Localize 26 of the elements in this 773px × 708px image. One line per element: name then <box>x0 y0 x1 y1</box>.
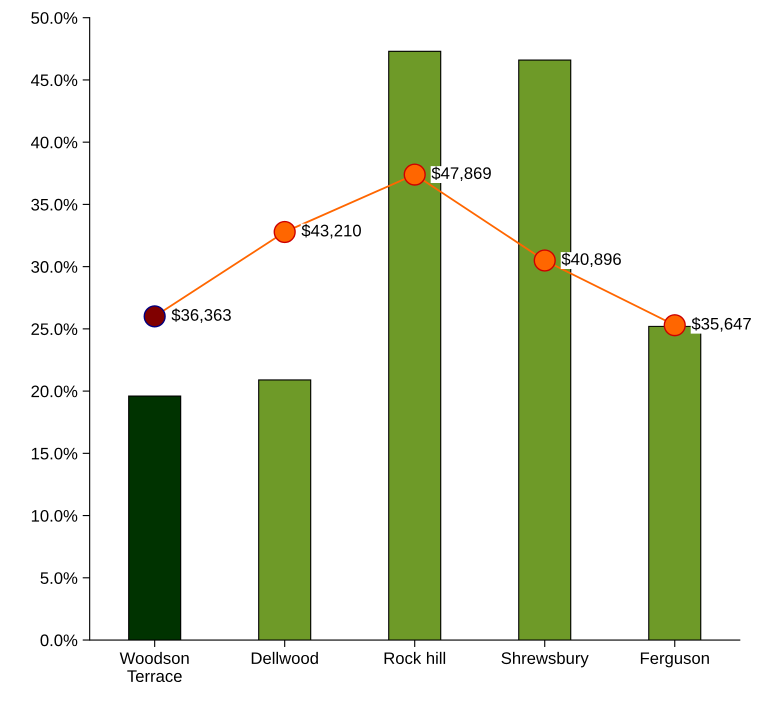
point <box>404 163 426 186</box>
point <box>274 220 296 244</box>
point <box>144 305 166 328</box>
x-tick-label: Dellwood <box>252 652 318 664</box>
x-tick-label: Rock hill <box>384 652 446 664</box>
x-tick-label: Woodson Terrace <box>120 652 189 682</box>
point <box>664 314 686 336</box>
y-tick-label: 30.0% <box>31 261 78 273</box>
data-label: $36,363 <box>172 308 231 323</box>
y-tick-label: 15.0% <box>32 448 78 460</box>
data-label: $47,869 <box>432 166 491 182</box>
x-tick-label: Shrewsbury <box>501 652 589 668</box>
point <box>534 249 556 272</box>
data-label: $40,896 <box>562 252 621 267</box>
data-label: $43,210 <box>302 224 361 238</box>
y-tick-label: 40.0% <box>30 136 78 148</box>
data-label: $35,647 <box>692 317 751 332</box>
y-tick-label: 50.0% <box>31 12 78 24</box>
y-tick-label: 20.0% <box>31 386 78 398</box>
y-tick-label: 25.0% <box>31 323 78 336</box>
y-tick-label: 10.0% <box>32 510 78 522</box>
y-tick-label: 0.0% <box>40 634 78 646</box>
y-tick-label: 35.0% <box>31 198 78 211</box>
y-tick-label: 5.0% <box>40 572 78 584</box>
x-tick-label: Ferguson <box>640 652 709 668</box>
y-tick-label: 45.0% <box>30 74 78 86</box>
